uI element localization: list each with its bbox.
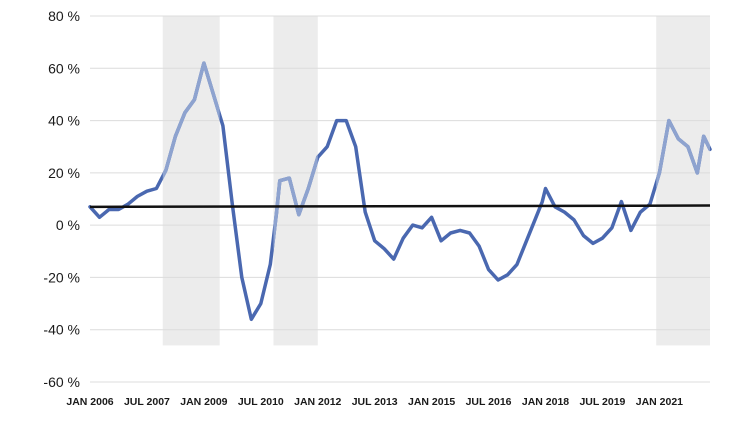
x-tick-label: JUL 2010 <box>238 396 284 408</box>
x-tick-label: JAN 2021 <box>636 396 683 408</box>
x-tick-label: JAN 2018 <box>522 396 569 408</box>
y-tick-label: -40 % <box>43 322 80 338</box>
x-tick-label: JUL 2013 <box>352 396 398 408</box>
y-tick-label: 20 % <box>48 165 80 181</box>
y-tick-label: -60 % <box>43 374 80 390</box>
y-tick-label: 0 % <box>56 217 80 233</box>
x-tick-label: JAN 2006 <box>66 396 113 408</box>
x-tick-label: JUL 2016 <box>466 396 512 408</box>
series-line-highlight-1 <box>162 61 220 181</box>
shaded-period-3 <box>656 16 710 346</box>
x-tick-label: JAN 2015 <box>408 396 455 408</box>
x-tick-label: JAN 2009 <box>180 396 227 408</box>
x-axis-tick-labels: JAN 2006 JUL 2007 JAN 2009 JUL 2010 JAN 2012… <box>66 396 683 408</box>
y-tick-label: -20 % <box>43 269 80 285</box>
x-tick-label: JAN 2012 <box>294 396 341 408</box>
reference-line <box>89 204 711 209</box>
gridlines <box>90 15 710 383</box>
x-tick-label: JUL 2007 <box>124 396 170 408</box>
y-tick-label: 80 % <box>48 8 80 24</box>
series <box>88 61 712 322</box>
x-tick-label: JUL 2019 <box>579 396 625 408</box>
y-tick-label: 60 % <box>48 60 80 76</box>
y-axis-tick-labels: 80 % 60 % 40 % 20 % 0 % -20 % -40 % -60 % <box>43 8 80 390</box>
reference-line-group <box>89 204 711 209</box>
shaded-period-1 <box>162 16 220 346</box>
y-tick-label: 40 % <box>48 113 80 129</box>
